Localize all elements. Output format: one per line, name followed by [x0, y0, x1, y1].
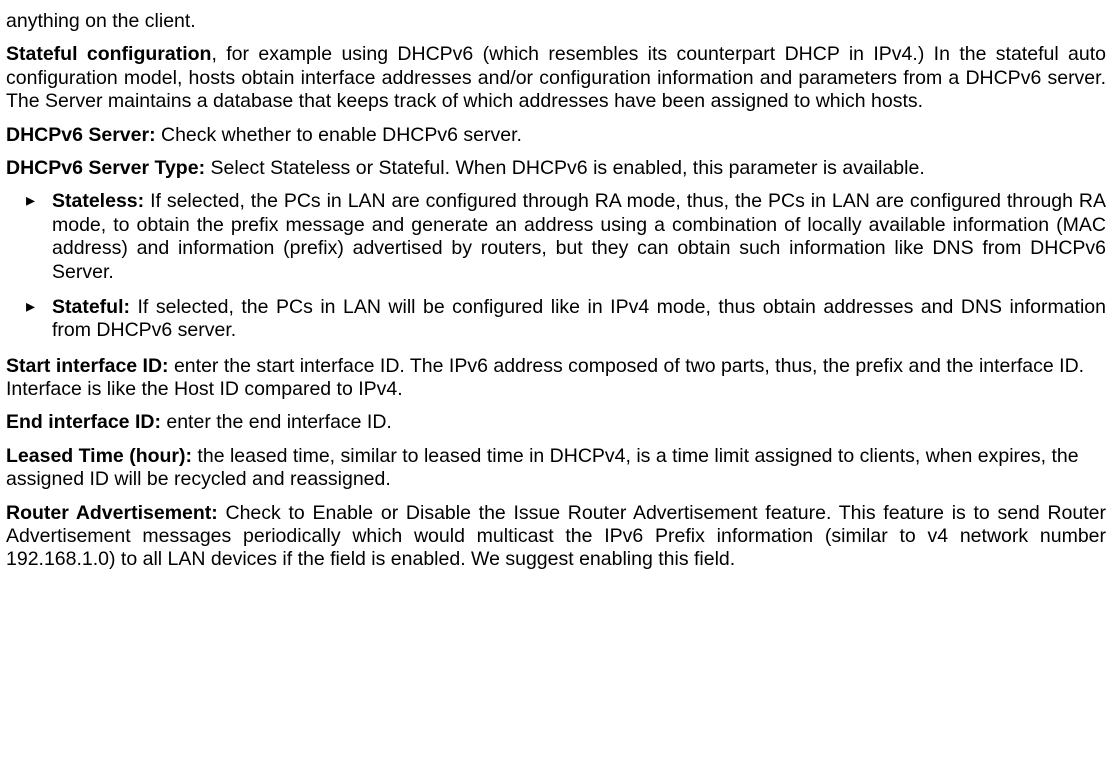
body-stateless: If selected, the PCs in LAN are configur… — [52, 190, 1106, 282]
bullet-item-stateful: Stateful: If selected, the PCs in LAN wi… — [6, 296, 1106, 343]
document-body: anything on the client. Stateful configu… — [0, 10, 1112, 602]
lead-start-id: Start interface ID: — [6, 355, 169, 377]
lead-stateful: Stateful configuration — [6, 43, 211, 65]
paragraph-stateful-config: Stateful configuration, for example usin… — [6, 43, 1106, 113]
lead-router-advert: Router Advertisement: — [6, 502, 218, 524]
body-start-id: enter the start interface ID. The IPv6 a… — [6, 355, 1084, 400]
bullet-list: Stateless: If selected, the PCs in LAN a… — [6, 190, 1106, 342]
lead-dhcpv6-type: DHCPv6 Server Type: — [6, 157, 205, 179]
lead-leased-time: Leased Time (hour): — [6, 445, 192, 467]
body-dhcpv6-server: Check whether to enable DHCPv6 server. — [156, 124, 522, 146]
paragraph-dhcpv6-type: DHCPv6 Server Type: Select Stateless or … — [6, 157, 1106, 180]
body-dhcpv6-type: Select Stateless or Stateful. When DHCPv… — [205, 157, 925, 179]
lead-stateful-li: Stateful: — [52, 296, 130, 318]
lead-end-id: End interface ID: — [6, 411, 161, 433]
paragraph-end-id: End interface ID: enter the end interfac… — [6, 411, 1106, 434]
body-end-id: enter the end interface ID. — [161, 411, 392, 433]
paragraph-truncated: anything on the client. — [6, 10, 1106, 33]
paragraph-dhcpv6-server: DHCPv6 Server: Check whether to enable D… — [6, 124, 1106, 147]
bullet-item-stateless: Stateless: If selected, the PCs in LAN a… — [6, 190, 1106, 284]
paragraph-leased-time: Leased Time (hour): the leased time, sim… — [6, 445, 1106, 492]
body-stateful-li: If selected, the PCs in LAN will be conf… — [52, 296, 1106, 341]
lead-stateless: Stateless: — [52, 190, 144, 212]
lead-dhcpv6-server: DHCPv6 Server: — [6, 124, 156, 146]
paragraph-router-advert: Router Advertisement: Check to Enable or… — [6, 502, 1106, 572]
paragraph-start-id: Start interface ID: enter the start inte… — [6, 355, 1106, 402]
